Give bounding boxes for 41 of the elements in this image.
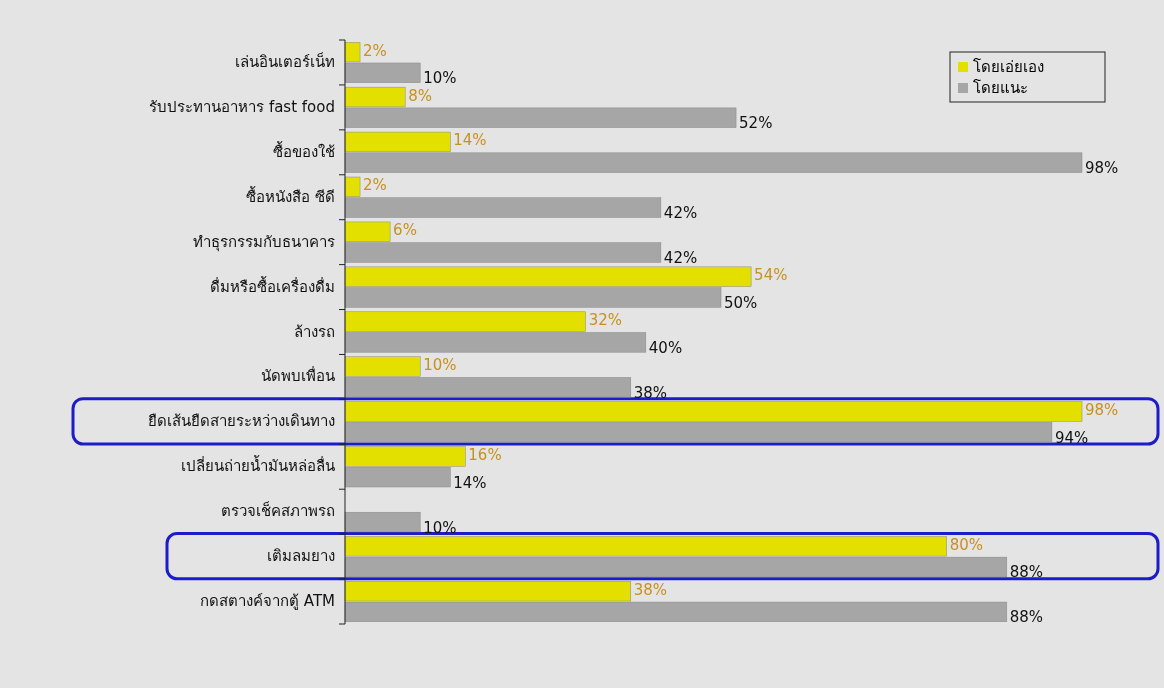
- data-label: 14%: [453, 473, 487, 492]
- data-label: 10%: [423, 518, 457, 537]
- data-label: 10%: [423, 356, 457, 375]
- y-tick-label: เล่นอินเตอร์เน็ท: [235, 51, 335, 71]
- data-label: 2%: [363, 176, 387, 195]
- data-label: 8%: [408, 86, 432, 105]
- data-label: 40%: [648, 338, 683, 357]
- data-label: 2%: [363, 41, 387, 60]
- data-label: 38%: [633, 383, 668, 402]
- data-label: 42%: [663, 249, 698, 268]
- data-label: 32%: [588, 311, 622, 330]
- data-label: 50%: [724, 293, 758, 312]
- y-tick-label: กดสตางค์จากตู้ ATM: [200, 592, 335, 611]
- y-tick-label: ยืดเส้นยืดสายระหว่างเดินทาง: [148, 412, 335, 431]
- y-tick-label: ตรวจเช็คสภาพรถ: [221, 501, 335, 521]
- legend-label: โดยแนะ: [973, 78, 1028, 97]
- y-tick-label: รับประทานอาหาร fast food: [149, 97, 335, 116]
- y-tick-label: นัดพบเพื่อน: [261, 365, 335, 386]
- y-tick-label: เติมลมยาง: [267, 547, 335, 566]
- y-tick-label: เปลี่ยนถ่ายน้ำมันหล่อลื่น: [181, 455, 335, 476]
- data-label: 88%: [1009, 563, 1044, 582]
- data-label: 6%: [393, 221, 417, 240]
- y-tick-label: ซื้อของใช้: [273, 140, 335, 161]
- data-label: 10%: [423, 69, 457, 88]
- data-label: 98%: [1085, 400, 1119, 419]
- data-label: 52%: [739, 114, 773, 133]
- data-label: 94%: [1054, 428, 1089, 447]
- data-label: 54%: [754, 266, 788, 285]
- data-label: 38%: [633, 580, 668, 599]
- data-label: 42%: [663, 204, 698, 223]
- data-label: 80%: [949, 535, 983, 554]
- bar: [344, 511, 421, 533]
- y-tick-label: ซื้อหนังสือ ซีดี: [246, 185, 335, 206]
- data-label: 98%: [1085, 159, 1119, 178]
- data-label: 14%: [453, 131, 487, 150]
- y-tick-label: ทำธุรกรรมกับธนาคาร: [193, 232, 335, 252]
- y-tick-label: ล้างรถ: [294, 322, 335, 341]
- y-tick-label: ดื่มหรือซื้อเครื่องดื่ม: [210, 275, 335, 296]
- legend-label: โดยเอ่ยเอง: [973, 57, 1044, 76]
- data-label: 16%: [468, 445, 502, 464]
- data-label: 88%: [1009, 608, 1044, 627]
